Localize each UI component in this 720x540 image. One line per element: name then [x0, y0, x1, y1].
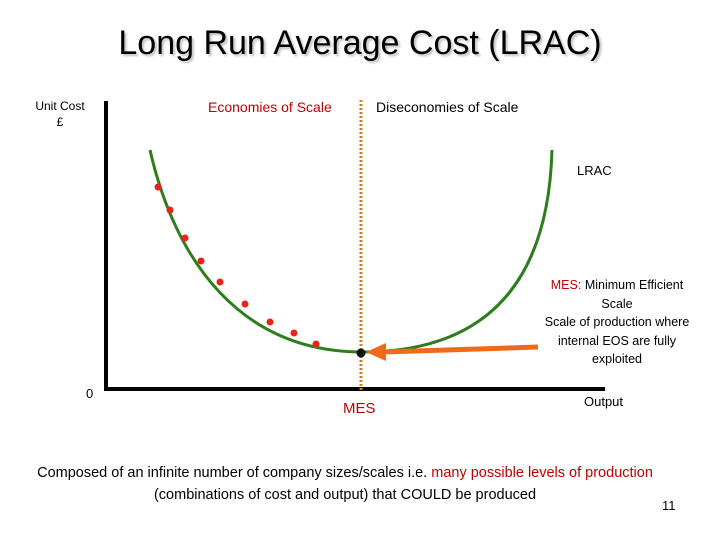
y-axis-label-line2: £: [56, 115, 64, 129]
footer-note: Composed of an infinite number of compan…: [30, 462, 660, 506]
page-number: 11: [662, 498, 676, 513]
economies-of-scale-label: Economies of Scale: [208, 99, 332, 115]
lrac-curve: [148, 149, 554, 354]
origin-label: 0: [86, 386, 94, 401]
curve-point: [154, 183, 162, 191]
footer-note-part2: (combinations of cost and output) that C…: [153, 487, 537, 503]
curve-point: [241, 300, 249, 308]
mes-arrow-shaft: [383, 344, 539, 355]
y-axis-label: Unit Cost £: [24, 98, 96, 130]
curve-point: [166, 206, 174, 214]
mes-callout-prefix: MES:: [550, 278, 582, 292]
mes-arrow-head: [366, 343, 386, 361]
curve-point: [266, 318, 274, 326]
curve-point: [312, 340, 320, 348]
curve-point: [181, 234, 189, 242]
y-axis-label-line1: Unit Cost: [35, 99, 85, 113]
lrac-curve-label: LRAC: [577, 163, 612, 178]
x-axis-label: Output: [584, 394, 624, 409]
slide-title: Long Run Average Cost (LRAC): [118, 24, 602, 62]
mes-callout-description: Scale of production where internal EOS a…: [544, 315, 690, 366]
economies-points: [154, 183, 320, 348]
curve-point: [290, 329, 298, 337]
mes-callout: MES: Minimum Efficient Scale Scale of pr…: [540, 276, 694, 369]
curve-point: [216, 278, 224, 286]
curve-point: [197, 257, 205, 265]
diseconomies-of-scale-label: Diseconomies of Scale: [376, 99, 519, 115]
footer-note-part1: Composed of an infinite number of compan…: [37, 465, 428, 481]
mes-callout-title: Minimum Efficient Scale: [584, 278, 684, 311]
mes-point: [356, 348, 366, 358]
mes-axis-label: MES: [343, 400, 376, 417]
footer-note-highlight: many possible levels of production: [431, 465, 653, 481]
